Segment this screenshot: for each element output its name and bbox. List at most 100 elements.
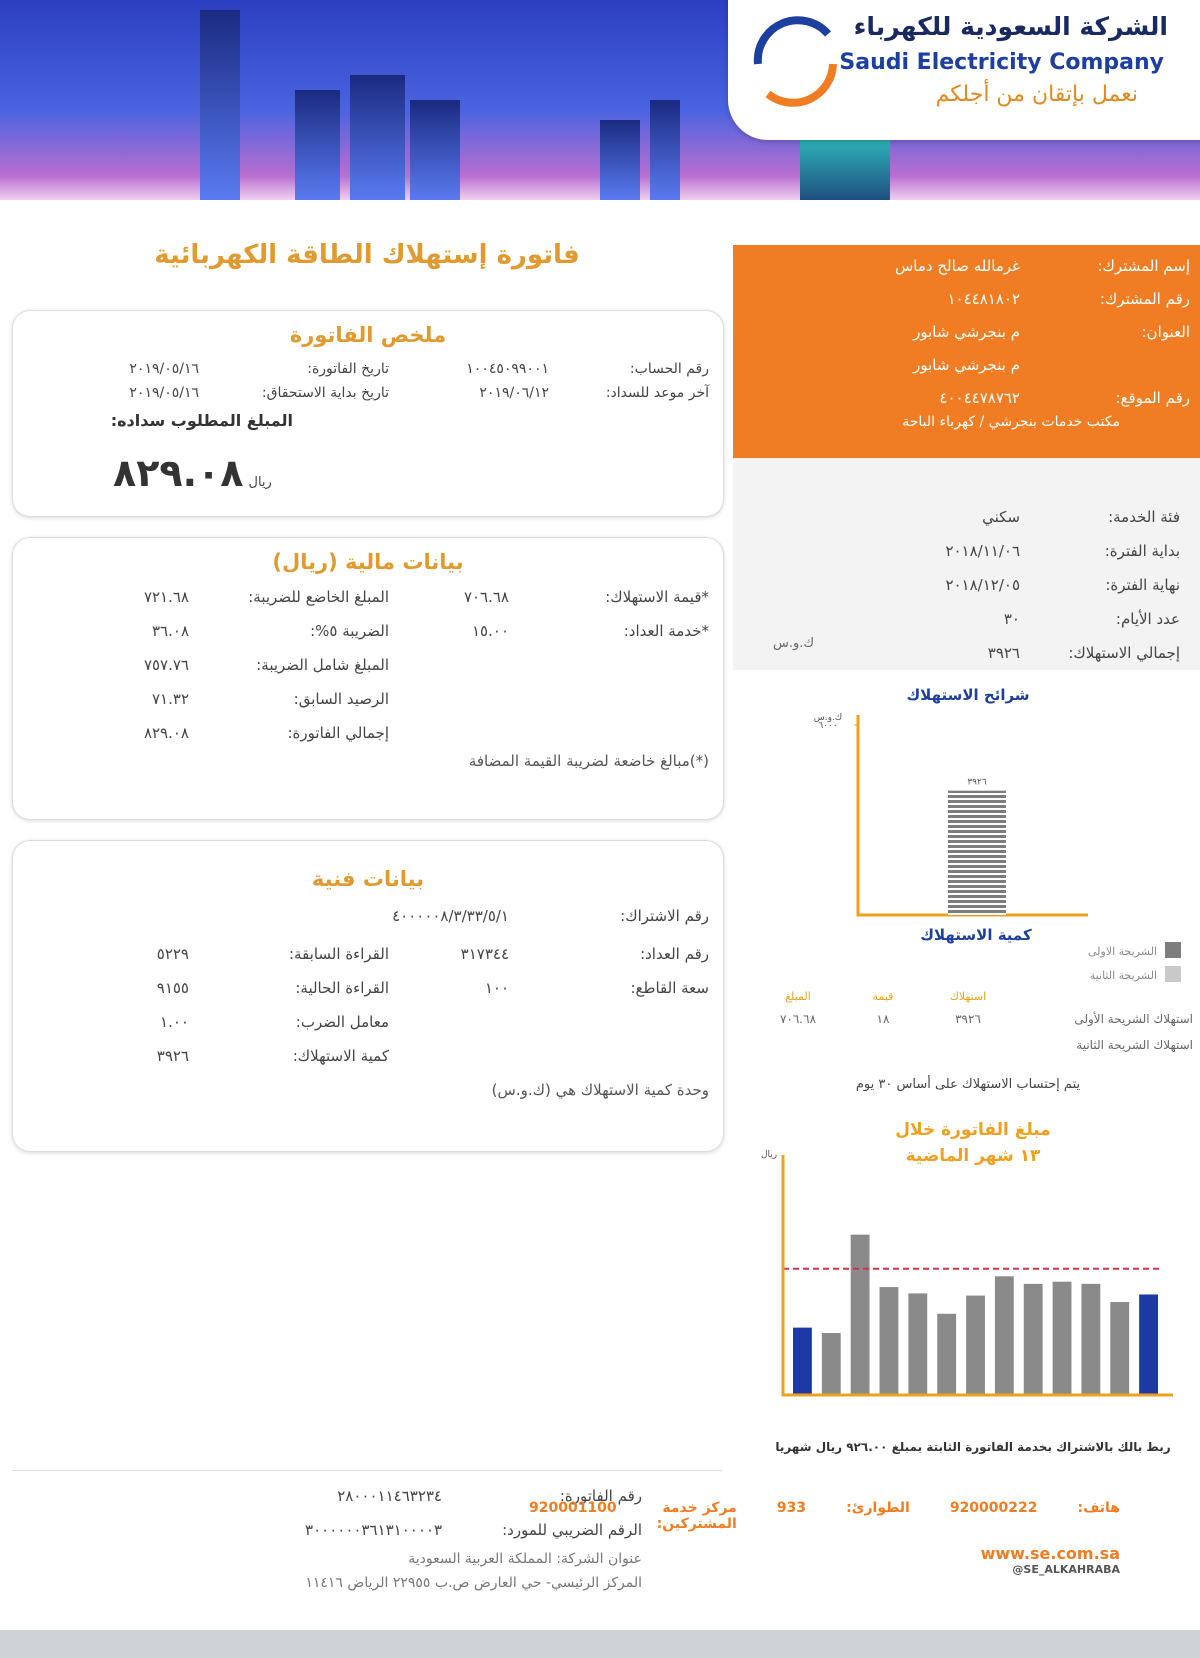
field-value: ٧٠٦.٦٨: [463, 588, 509, 606]
field-label: آخر موعد للسداد:: [605, 385, 709, 401]
field-row: المبلغ الخاضع للضريبة: ٧٢١.٦٨: [49, 580, 389, 614]
note: يتم إحتساب الاستهلاك على أساس ٣٠ يوم: [856, 1075, 1081, 1092]
bottom-bar: [0, 1630, 1200, 1658]
unit: ك.و.س: [814, 713, 842, 723]
field-label: العنوان:: [1141, 322, 1191, 341]
field-label: المبلغ الخاضع للضريبة:: [248, 588, 389, 606]
axis: [856, 715, 1088, 917]
field-value: ٣٠: [1003, 610, 1020, 628]
field-label: هاتف:: [1077, 1500, 1121, 1516]
meter: رقم العداد: ٣١٧٣٤٤ سعة القاطع: ١٠٠: [389, 937, 709, 1073]
head-office: المركز الرئيسي- حي العارض ص.ب ٢٢٩٥٥ الري…: [305, 1575, 642, 1591]
summary-box: ملخص الفاتورة رقم الحساب: ١٠٠٤٥٠٩٩٠٠١ تاري…: [12, 310, 724, 517]
field-label: مركز خدمة المشتركين:: [656, 1500, 737, 1532]
row-label: استهلاك الشريحة الثانية: [1076, 1038, 1193, 1053]
field-value: ١٥.٠٠: [472, 622, 509, 640]
field-row: رقم العداد: ٣١٧٣٤٤: [389, 937, 709, 971]
service-fields: فئة الخدمة: سكني بداية الفترة: ٢٠١٨/١١/٠٦ نه…: [733, 458, 1200, 670]
section-title: بيانات مالية (ريال): [272, 550, 464, 574]
field-value: ٣٦.٠٨: [152, 622, 189, 640]
amount: ٨٢٩.٠٨: [113, 451, 244, 495]
legend-label: الشريحة الثانية: [1090, 969, 1157, 982]
chart-title: ١٣ شهر الماضية: [906, 1146, 1041, 1166]
field-value: ٤٠٠٠٠٠٨/٣/٣٣/٥/١: [392, 907, 509, 925]
bar: [994, 1276, 1014, 1395]
field-row: عدد الأيام: ٣٠: [733, 602, 1200, 636]
axis: [781, 1155, 1173, 1397]
field-value: سكني: [982, 508, 1020, 526]
cell: ٧٠٦.٦٨: [780, 1012, 817, 1026]
field-row: رقم الفاتورة: ٢٨٠٠٠١١٤٦٣٢٣٤: [12, 1479, 642, 1513]
footer: رقم الفاتورة: ٢٨٠٠٠١١٤٦٣٢٣٤ الرقم الضريبي …: [12, 1470, 722, 1621]
cell: ٣٩٢٦: [955, 1012, 981, 1026]
field-value: ١٠٠: [484, 979, 509, 997]
bar: [1139, 1294, 1158, 1395]
bar: [1081, 1283, 1101, 1395]
unit: ريال: [761, 1150, 777, 1160]
chart-title: شرائح الاستهلاك: [906, 686, 1029, 704]
cell: ١٨: [877, 1012, 890, 1026]
bar: [948, 790, 1006, 915]
note: ربط بالك بالاشتراك بخدمة الفاتورة الثابت…: [775, 1440, 1170, 1455]
amount-label: المبلغ المطلوب سداده:: [110, 411, 293, 430]
field-label: المبلغ شامل الضريبة:: [256, 656, 389, 674]
summary-fields: رقم الحساب: ١٠٠٤٥٠٩٩٠٠١ تاريخ الفاتورة: ٢٠١…: [13, 361, 709, 401]
bar: [908, 1293, 928, 1395]
field-row: بداية الفترة: ٢٠١٨/١١/٠٦: [733, 534, 1200, 568]
currency: ريال: [248, 475, 272, 490]
field-label: رقم الموقع:: [1115, 388, 1190, 407]
legend-swatch: [1165, 966, 1181, 982]
field-value: ٧٢١.٦٨: [143, 588, 189, 606]
field-value: ١٠٠٤٥٠٩٩٠٠١: [466, 361, 549, 377]
field-label: معامل الضرب:: [295, 1013, 389, 1031]
field-value: ٥٢٢٩: [156, 945, 189, 963]
field-label: رقم المشترك:: [1099, 289, 1190, 308]
field-row: معامل الضرب: ١.٠٠: [49, 1005, 389, 1039]
chart-title: مبلغ الفاتورة خلال: [895, 1120, 1050, 1140]
bill-title: فاتورة إستهلاك الطاقة الكهربائية: [154, 240, 580, 270]
legend-label: الشريحة الاولى: [1088, 945, 1157, 958]
field-value: ٣٠٠٠٠٠٠٣٦١٣١٠٠٠٠٣: [305, 1521, 442, 1539]
field-row: إجمالي الاستهلاك: ٣٩٢٦: [733, 636, 1200, 670]
field-value: 920000222: [949, 1500, 1038, 1516]
field-label: عدد الأيام:: [1115, 610, 1180, 628]
field-value: ٢٨٠٠٠١١٤٦٣٢٣٤: [337, 1487, 442, 1505]
charges: *قيمة الاستهلاك: ٧٠٦.٦٨ *خدمة العداد: ١٥.٠٠: [389, 580, 709, 750]
field-row: القراءة الحالية: ٩١٥٥: [49, 971, 389, 1005]
section-title: بيانات فنية: [311, 867, 425, 891]
bar: [850, 1234, 870, 1395]
note: (*)مبالغ خاضعة لضريبة القيمة المضافة: [468, 752, 709, 770]
technical-box: بيانات فنية رقم الاشتراك: ٤٠٠٠٠٠٨/٣/٣٣/٥/…: [12, 840, 724, 1152]
field-value: ٣٩٢٦: [987, 644, 1020, 662]
field-label: رقم الحساب:: [629, 361, 709, 377]
bar: [1110, 1302, 1130, 1395]
field-value: ٢٠١٩/٠٦/١٢: [479, 385, 549, 401]
field-value: ٣٩٢٦: [156, 1047, 189, 1065]
column-header: قيمة: [873, 990, 894, 1003]
field-row: رقم الموقع: ٤٠٠٤٤٧٨٧٦٢: [733, 381, 1200, 414]
bar: [937, 1313, 957, 1395]
field-row: نهاية الفترة: ٢٠١٨/١٢/٠٥: [733, 568, 1200, 602]
bar: [966, 1295, 985, 1395]
field-row: كمية الاستهلاك: ٣٩٢٦: [49, 1039, 389, 1073]
bar: [1052, 1281, 1072, 1395]
totals: المبلغ الخاضع للضريبة: ٧٢١.٦٨ الضريبة ٥%: ٣…: [49, 580, 389, 750]
field-row: سعة القاطع: ١٠٠: [389, 971, 709, 1005]
office: مكتب خدمات بنجرشي / كهرباء الباحة: [902, 414, 1120, 430]
field-label: تاريخ بداية الاستحقاق:: [261, 385, 389, 401]
field-row: الرقم الضريبي للمورد: ٣٠٠٠٠٠٠٣٦١٣١٠٠٠٠٣: [12, 1513, 642, 1547]
column-header: المبلغ: [785, 990, 811, 1003]
field-row: إسم المشترك: غرمالله صالح دماس: [733, 249, 1200, 282]
value-label: ٣٩٢٦: [967, 778, 987, 788]
field-value: ٤٠٠٤٤٧٨٧٦٢: [939, 388, 1020, 407]
customer-fields: إسم المشترك: غرمالله صالح دماس رقم المشترك…: [733, 245, 1200, 414]
logo-card: الشركة السعودية للكهرباء Saudi Electrici…: [728, 0, 1200, 140]
slogan: نعمل بإتقان من أجلكم: [935, 82, 1138, 107]
field-value: ٧١.٣٢: [152, 690, 189, 708]
x-label: كمية الاستهلاك: [920, 926, 1032, 944]
field-label: بداية الفترة:: [1104, 542, 1180, 560]
field-value: ٨٢٩.٠٨: [143, 724, 189, 742]
field-row: رقم الاشتراك: ٤٠٠٠٠٠٨/٣/٣٣/٥/١: [13, 899, 709, 933]
field-row: الرصيد السابق: ٧١.٣٢: [49, 682, 389, 716]
field-label: إسم المشترك:: [1097, 256, 1191, 275]
